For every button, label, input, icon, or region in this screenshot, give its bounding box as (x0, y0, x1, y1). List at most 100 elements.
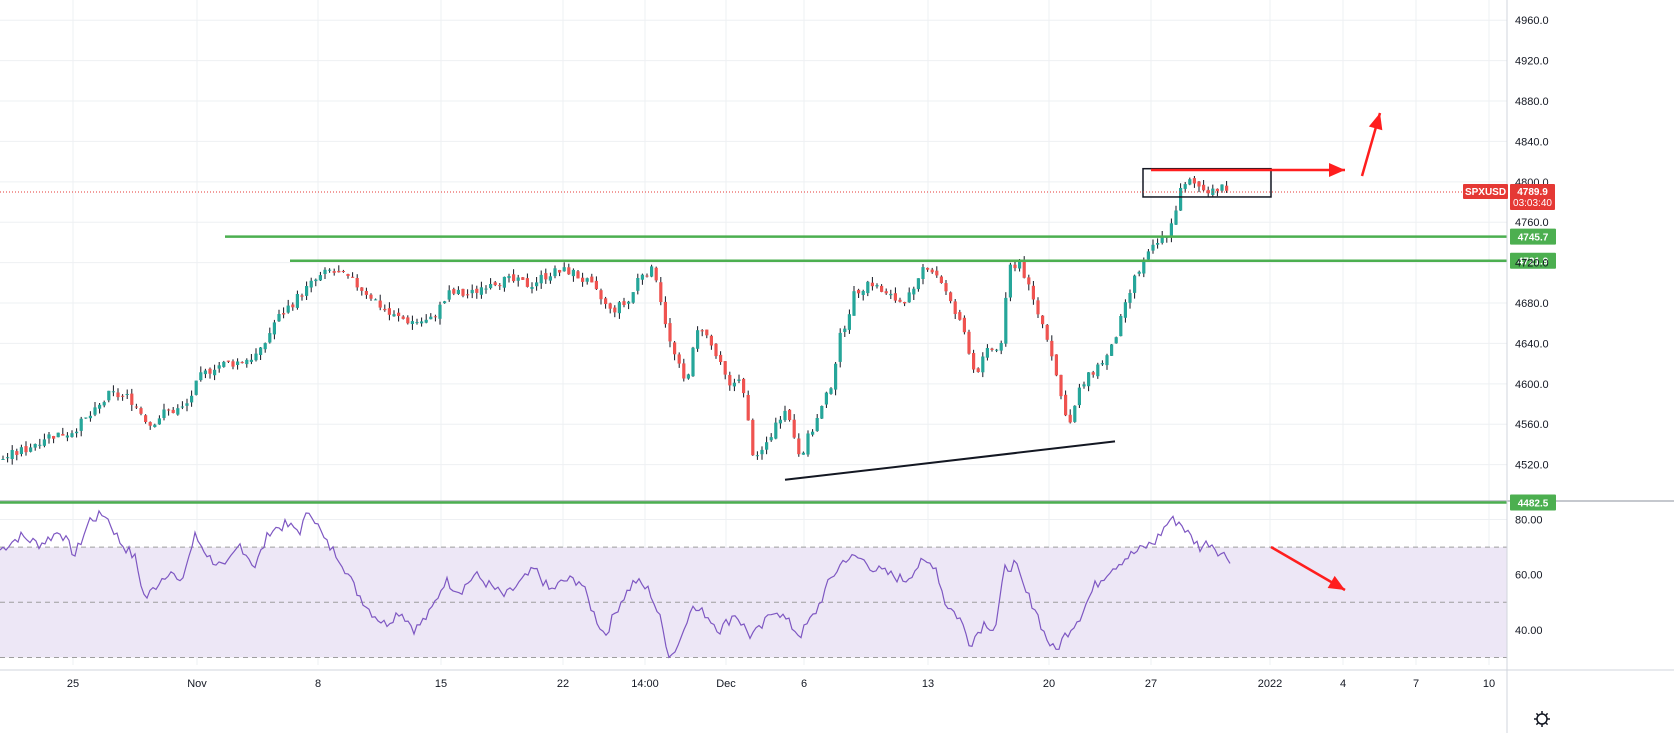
candle-body (397, 312, 401, 316)
candle-body (1, 459, 5, 460)
candle-body (1110, 344, 1114, 356)
candle-body (61, 434, 65, 436)
candle-body (645, 275, 649, 277)
candle-body (355, 278, 359, 288)
price-tick-label: 4520.0 (1515, 460, 1549, 472)
candle-body (548, 276, 552, 281)
candle-body (351, 276, 355, 278)
gear-icon (1536, 713, 1548, 725)
candle-body (1068, 414, 1072, 423)
candle-body (594, 280, 598, 290)
candle-body (1087, 372, 1091, 387)
candle-body (1183, 184, 1187, 189)
candle-body (341, 271, 345, 272)
candle-body (502, 276, 506, 288)
candle-body (1156, 243, 1160, 245)
last-price-label: 4789.9 (1517, 187, 1548, 198)
candle-body (797, 438, 801, 455)
candle-body (778, 419, 782, 424)
candle-body (788, 409, 792, 420)
candle-body (346, 274, 350, 276)
price-tick-label: 4560.0 (1515, 419, 1549, 431)
candle-body (622, 301, 626, 305)
candle-body (995, 349, 999, 351)
candle-body (171, 409, 175, 413)
candle-body (691, 347, 695, 377)
candle-body (1045, 324, 1049, 340)
candle-body (314, 279, 318, 282)
rsi-line (0, 509, 1231, 659)
time-tick-label: 8 (315, 678, 321, 690)
candle-body (75, 431, 79, 434)
candle-body (148, 422, 152, 426)
time-tick-label: 13 (922, 678, 934, 690)
candle-body (429, 316, 433, 320)
candle-body (521, 277, 525, 280)
candle-body (1008, 264, 1012, 298)
candle-body (1077, 387, 1081, 406)
candle-body (1091, 372, 1095, 375)
candle-body (15, 451, 19, 455)
candle-body (489, 284, 493, 289)
candle-body (167, 409, 171, 411)
trendline[interactable] (784, 440, 1116, 481)
consolidation-box[interactable] (1142, 167, 1272, 198)
arrow-down-right-head (1327, 575, 1345, 590)
candle-body (581, 277, 585, 282)
candle-body (967, 331, 971, 354)
candle-body (1004, 297, 1008, 344)
candle-body (383, 308, 387, 311)
candle-body (999, 343, 1003, 351)
candle-body (765, 442, 769, 450)
candle-body (337, 270, 341, 273)
candle-body (1013, 264, 1017, 269)
candle-body (190, 395, 194, 403)
support-resistance-levels[interactable]: 4745.7 4721.9 4482.5 (0, 228, 1556, 511)
candle-body (829, 388, 833, 394)
candle-body (98, 404, 102, 409)
candle-body (291, 304, 295, 308)
candle-body (438, 304, 442, 319)
candle-body (1022, 261, 1026, 278)
candle-body (1137, 271, 1141, 274)
candle-body (231, 361, 235, 367)
time-tick-label: 15 (435, 678, 447, 690)
candle-body (907, 292, 911, 303)
candle-body (1027, 277, 1031, 285)
candle-body (88, 415, 92, 419)
candle-body (162, 409, 166, 418)
settings-button[interactable] (1534, 711, 1550, 727)
candle-body (884, 291, 888, 294)
candle-body (24, 446, 28, 453)
candle-body (203, 370, 207, 375)
candle-body (305, 286, 309, 296)
candle-body (461, 288, 465, 296)
candle-body (590, 276, 594, 283)
candle-body (1031, 285, 1035, 300)
candle-body (420, 321, 424, 324)
candle-body (673, 342, 677, 355)
candle-body (576, 271, 580, 279)
candle-body (1133, 275, 1137, 293)
time-tick-label: Dec (716, 678, 736, 690)
price-tick-label: 4960.0 (1515, 15, 1549, 27)
candle-body (180, 406, 184, 408)
candle-body (774, 422, 778, 439)
candle-body (820, 406, 824, 419)
candle-body (976, 368, 980, 372)
candle-body (732, 382, 736, 387)
candle-body (470, 289, 474, 294)
candle-body (42, 439, 46, 446)
candle-body (452, 289, 456, 294)
candle-body (263, 343, 267, 350)
candle-body (374, 299, 378, 301)
candle-body (696, 330, 700, 349)
candle-body (875, 285, 879, 287)
price-tick-label: 4840.0 (1515, 136, 1549, 148)
candle-body (226, 360, 230, 362)
candle-body (535, 282, 539, 287)
candle-body (1100, 363, 1104, 365)
candle-body (972, 353, 976, 370)
